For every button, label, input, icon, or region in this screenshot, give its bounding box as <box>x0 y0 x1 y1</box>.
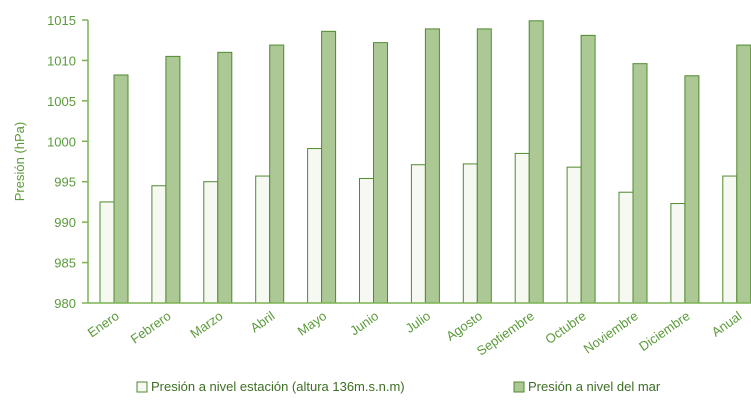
bar-station-pressure <box>151 185 167 304</box>
bar-sea-level-pressure <box>373 42 388 304</box>
x-tick-label: Diciembre <box>636 308 693 354</box>
bar-sea-level-pressure <box>528 20 544 304</box>
legend-swatch-station <box>136 381 148 393</box>
x-tick-label: Marzo <box>187 308 225 341</box>
x-tick-label: Septiembre <box>474 308 537 358</box>
bars-layer <box>99 20 751 304</box>
bar-sea-level-pressure <box>424 28 440 304</box>
y-axis: 980 985 990 995 1000 1005 1010 1015 <box>47 13 89 311</box>
x-tick-label: Octubre <box>542 308 588 347</box>
legend-label-station: Presión a nivel estación (altura 136m.s.… <box>151 379 405 394</box>
bar-sea-level-pressure <box>632 63 648 304</box>
y-tick-label: 990 <box>54 215 76 230</box>
x-tick-label: Abril <box>248 308 278 335</box>
y-tick-label: 1010 <box>47 53 76 68</box>
bar-station-pressure <box>359 177 374 304</box>
bar-station-pressure <box>514 152 530 304</box>
bar-sea-level-pressure <box>476 28 492 304</box>
x-tick-label: Julio <box>403 308 434 336</box>
x-tick-label: Anual <box>709 308 745 339</box>
bar-station-pressure <box>307 148 323 304</box>
x-tick-label: Noviembre <box>581 308 641 356</box>
y-tick-label: 1015 <box>47 13 76 28</box>
x-tick-label: Mayo <box>295 308 330 339</box>
y-axis-title: Presión (hPa) <box>12 122 27 201</box>
bar-sea-level-pressure <box>736 44 751 304</box>
bar-station-pressure <box>618 191 634 304</box>
legend: Presión a nivel estación (altura 136m.s.… <box>136 379 661 394</box>
bar-station-pressure <box>722 175 738 304</box>
bar-station-pressure <box>670 203 686 304</box>
legend-label-sea-level: Presión a nivel del mar <box>528 379 661 394</box>
y-tick-label: 1000 <box>47 134 76 149</box>
bar-station-pressure <box>566 166 582 304</box>
legend-swatch-sea-level <box>513 381 525 393</box>
x-tick-label: Junio <box>347 308 381 338</box>
x-tick-label: Febrero <box>128 308 174 346</box>
y-tick-label: 995 <box>54 175 76 190</box>
y-axis-title-group: Presión (hPa) <box>12 122 27 201</box>
bar-sea-level-pressure <box>269 44 285 304</box>
x-tick-label: Agosto <box>443 308 485 344</box>
y-tick-label: 980 <box>54 296 76 311</box>
y-tick-label: 1005 <box>47 94 76 109</box>
bar-station-pressure <box>203 181 219 304</box>
bar-station-pressure <box>462 163 478 304</box>
bar-station-pressure <box>410 164 426 304</box>
bar-sea-level-pressure <box>580 34 596 304</box>
bar-sea-level-pressure <box>217 51 233 304</box>
bar-station-pressure <box>255 175 271 304</box>
x-tick-label: Enero <box>85 308 122 340</box>
bar-sea-level-pressure <box>113 74 129 304</box>
y-tick-label: 985 <box>54 256 76 271</box>
x-axis: Enero Febrero Marzo Abril Mayo Junio Julio Agos… <box>85 302 751 359</box>
bar-sea-level-pressure <box>321 30 337 304</box>
bar-sea-level-pressure <box>165 55 181 304</box>
bar-sea-level-pressure <box>684 75 700 304</box>
bar-station-pressure <box>99 201 115 304</box>
